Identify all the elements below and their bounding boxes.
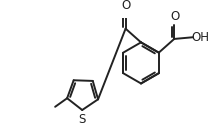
Text: O: O xyxy=(170,10,180,23)
Text: S: S xyxy=(79,113,86,126)
Text: OH: OH xyxy=(192,31,210,44)
Text: O: O xyxy=(122,0,131,12)
